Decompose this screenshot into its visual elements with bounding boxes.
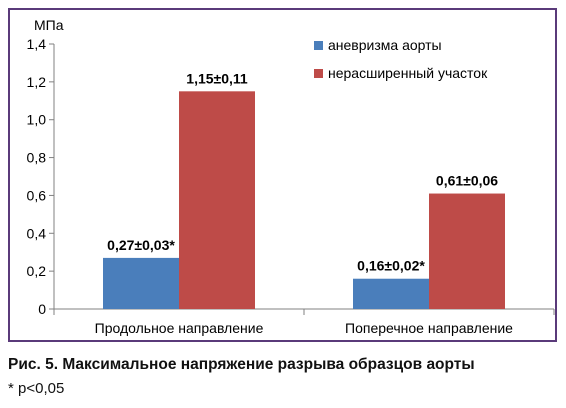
bar-chart: 0 0,2 0,4 0,6 0,8 1,0 1,2 1,4 МПа 0,27±0,03* 1,15±… [27, 17, 555, 336]
data-label: 0,27±0,03* [107, 237, 175, 253]
figure-caption: Рис. 5. Максимальное напряжение разрыва … [8, 356, 475, 373]
y-tick-label: 0,4 [27, 225, 47, 241]
y-tick-label: 0 [38, 301, 46, 317]
data-label: 0,16±0,02* [357, 258, 425, 274]
data-label: 1,15±0,11 [186, 70, 248, 86]
y-axis-unit-label: МПа [34, 17, 64, 33]
y-tick-label: 0,6 [27, 187, 47, 203]
data-label: 0,61±0,06 [436, 173, 498, 189]
y-tick-label: 1,4 [27, 36, 47, 52]
bar-nondilated [429, 193, 505, 309]
bar-aneurysm [353, 278, 429, 309]
bar-nondilated [179, 91, 255, 309]
significance-note: * p<0,05 [8, 380, 65, 397]
legend-swatch [314, 41, 323, 50]
chart-frame: 0 0,2 0,4 0,6 0,8 1,0 1,2 1,4 МПа 0,27±0,03* 1,15±… [8, 8, 557, 342]
legend-swatch [314, 69, 323, 78]
y-tick-label: 0,8 [27, 150, 47, 166]
legend-label: нерасширенный участок [328, 65, 488, 81]
bar-aneurysm [103, 257, 179, 309]
x-category-label: Продольное направление [95, 320, 264, 336]
y-tick-label: 1,2 [27, 74, 47, 90]
y-tick-label: 1,0 [27, 112, 47, 128]
y-tick-label: 0,2 [27, 263, 47, 279]
x-category-label: Поперечное направление [345, 320, 513, 336]
legend-label: аневризма аорты [328, 37, 442, 53]
